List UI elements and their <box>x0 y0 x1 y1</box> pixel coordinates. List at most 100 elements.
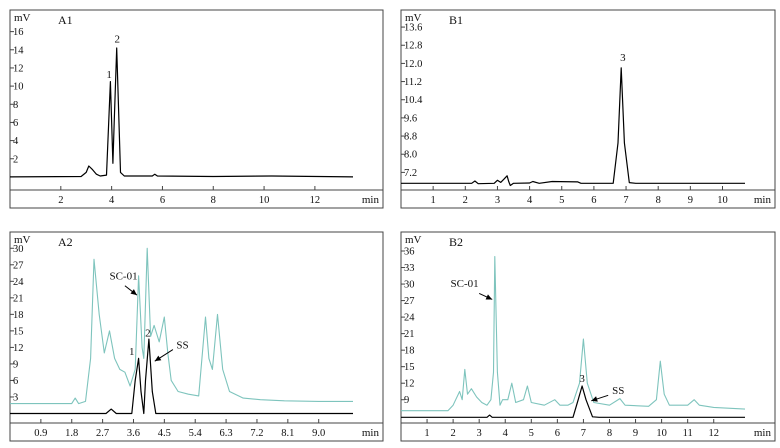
series-line-0 <box>9 47 354 178</box>
x-tick-label: 7 <box>623 195 628 206</box>
y-tick-label: 15 <box>13 326 24 337</box>
x-tick-label: 1 <box>424 428 429 439</box>
annotation-arrowhead <box>130 289 137 296</box>
y-axis-label: mV <box>14 12 31 24</box>
y-tick-label: 15 <box>404 362 415 373</box>
x-tick-label: 12 <box>708 428 719 439</box>
annotation-label: SC-01 <box>451 278 479 290</box>
y-tick-label: 21 <box>13 293 24 304</box>
panel-B1: 7.2 8.0 8.8 9.6 10.4 11.2 12.0 12.8 13.6 1 2 3 4 5 6 7 8… <box>400 9 776 209</box>
y-tick-label: 12 <box>13 343 24 354</box>
x-tick-label: 12 <box>310 195 321 206</box>
annotation-arrowhead <box>485 294 493 300</box>
panel-title: B2 <box>449 235 463 249</box>
y-tick-label: 10 <box>13 82 24 93</box>
y-tick-label: 8.8 <box>404 132 417 143</box>
y-tick-label: 30 <box>404 280 415 291</box>
x-tick-label: 10 <box>259 195 270 206</box>
series-line-1 <box>10 338 353 415</box>
x-tick-label: 5.4 <box>189 428 203 439</box>
x-tick-label: 9 <box>633 428 638 439</box>
x-tick-label: 10 <box>717 195 728 206</box>
y-axis-label: mV <box>14 234 31 246</box>
y-tick-label: 21 <box>404 329 415 340</box>
series-line-1 <box>401 385 745 418</box>
annotation-label: SS <box>176 340 188 352</box>
y-tick-label: 8.0 <box>404 150 417 161</box>
annotation-label: 1 <box>106 69 112 81</box>
x-tick-label: 10 <box>656 428 667 439</box>
y-tick-label: 12 <box>404 379 415 390</box>
x-tick-label: 5 <box>529 428 534 439</box>
y-tick-label: 30 <box>13 244 24 255</box>
panel-frame <box>400 231 776 442</box>
x-tick-label: 2 <box>58 195 63 206</box>
x-tick-label: 6 <box>160 195 165 206</box>
panel-frame <box>9 9 384 209</box>
x-tick-label: 3 <box>477 428 482 439</box>
y-tick-label: 24 <box>404 313 415 324</box>
panel-title: B1 <box>449 13 463 27</box>
annotation-arrowhead <box>591 396 598 402</box>
x-tick-label: 2 <box>463 195 468 206</box>
y-tick-label: 6 <box>13 376 18 387</box>
x-tick-label: 6 <box>555 428 560 439</box>
x-tick-label: 6 <box>591 195 596 206</box>
y-tick-label: 8 <box>13 100 18 111</box>
y-tick-label: 10.4 <box>404 95 423 106</box>
x-axis-label: min <box>754 194 772 206</box>
x-tick-label: 8.1 <box>281 428 294 439</box>
x-tick-label: 4 <box>109 195 115 206</box>
x-tick-label: 1.8 <box>65 428 78 439</box>
y-tick-label: 13.6 <box>404 23 422 34</box>
x-tick-label: 7.2 <box>250 428 263 439</box>
y-tick-label: 18 <box>13 310 24 321</box>
y-tick-label: 12.8 <box>404 41 422 52</box>
annotation-label: 2 <box>145 327 151 339</box>
x-tick-label: 11 <box>683 428 693 439</box>
series-line-0 <box>401 255 746 412</box>
x-tick-label: 9.0 <box>312 428 325 439</box>
series-line-0 <box>401 67 745 187</box>
x-axis-label: min <box>754 427 772 439</box>
annotation-label: 2 <box>114 34 120 46</box>
x-axis-label: min <box>362 427 380 439</box>
series-line-0 <box>10 247 353 405</box>
x-tick-label: 8 <box>211 195 216 206</box>
y-tick-label: 12.0 <box>404 59 422 70</box>
panel-A2: 3 6 9 12 15 18 21 24 27 30 0.9 1.8 2.7 3.6 4.5 5.4 6.3 7.… <box>9 231 384 442</box>
y-tick-label: 6 <box>13 118 18 129</box>
panel-frame <box>9 231 384 442</box>
annotation-label: SS <box>612 385 624 397</box>
x-tick-label: 2 <box>450 428 455 439</box>
y-tick-label: 18 <box>404 346 415 357</box>
y-tick-label: 12 <box>13 63 24 74</box>
x-tick-label: 4 <box>527 195 533 206</box>
y-tick-label: 36 <box>404 247 415 258</box>
y-tick-label: 14 <box>13 45 24 56</box>
y-tick-label: 7.2 <box>404 168 417 179</box>
y-tick-label: 9 <box>404 395 409 406</box>
x-tick-label: 2.7 <box>96 428 109 439</box>
y-tick-label: 16 <box>13 27 24 38</box>
x-tick-label: 4 <box>503 428 509 439</box>
y-tick-label: 4 <box>13 136 19 147</box>
x-tick-label: 1 <box>431 195 436 206</box>
annotation-label: 3 <box>579 373 585 385</box>
panel-frame <box>400 9 776 209</box>
x-tick-label: 0.9 <box>34 428 47 439</box>
x-axis-label: min <box>362 194 380 206</box>
x-tick-label: 6.3 <box>220 428 233 439</box>
y-tick-label: 11.2 <box>404 77 422 88</box>
x-tick-label: 4.5 <box>158 428 171 439</box>
x-tick-label: 3 <box>495 195 500 206</box>
y-tick-label: 9 <box>13 359 18 370</box>
y-tick-label: 27 <box>404 296 415 307</box>
annotation-label: SC-01 <box>109 271 137 283</box>
x-tick-label: 8 <box>607 428 612 439</box>
y-tick-label: 24 <box>13 277 24 288</box>
x-tick-label: 3.6 <box>127 428 140 439</box>
